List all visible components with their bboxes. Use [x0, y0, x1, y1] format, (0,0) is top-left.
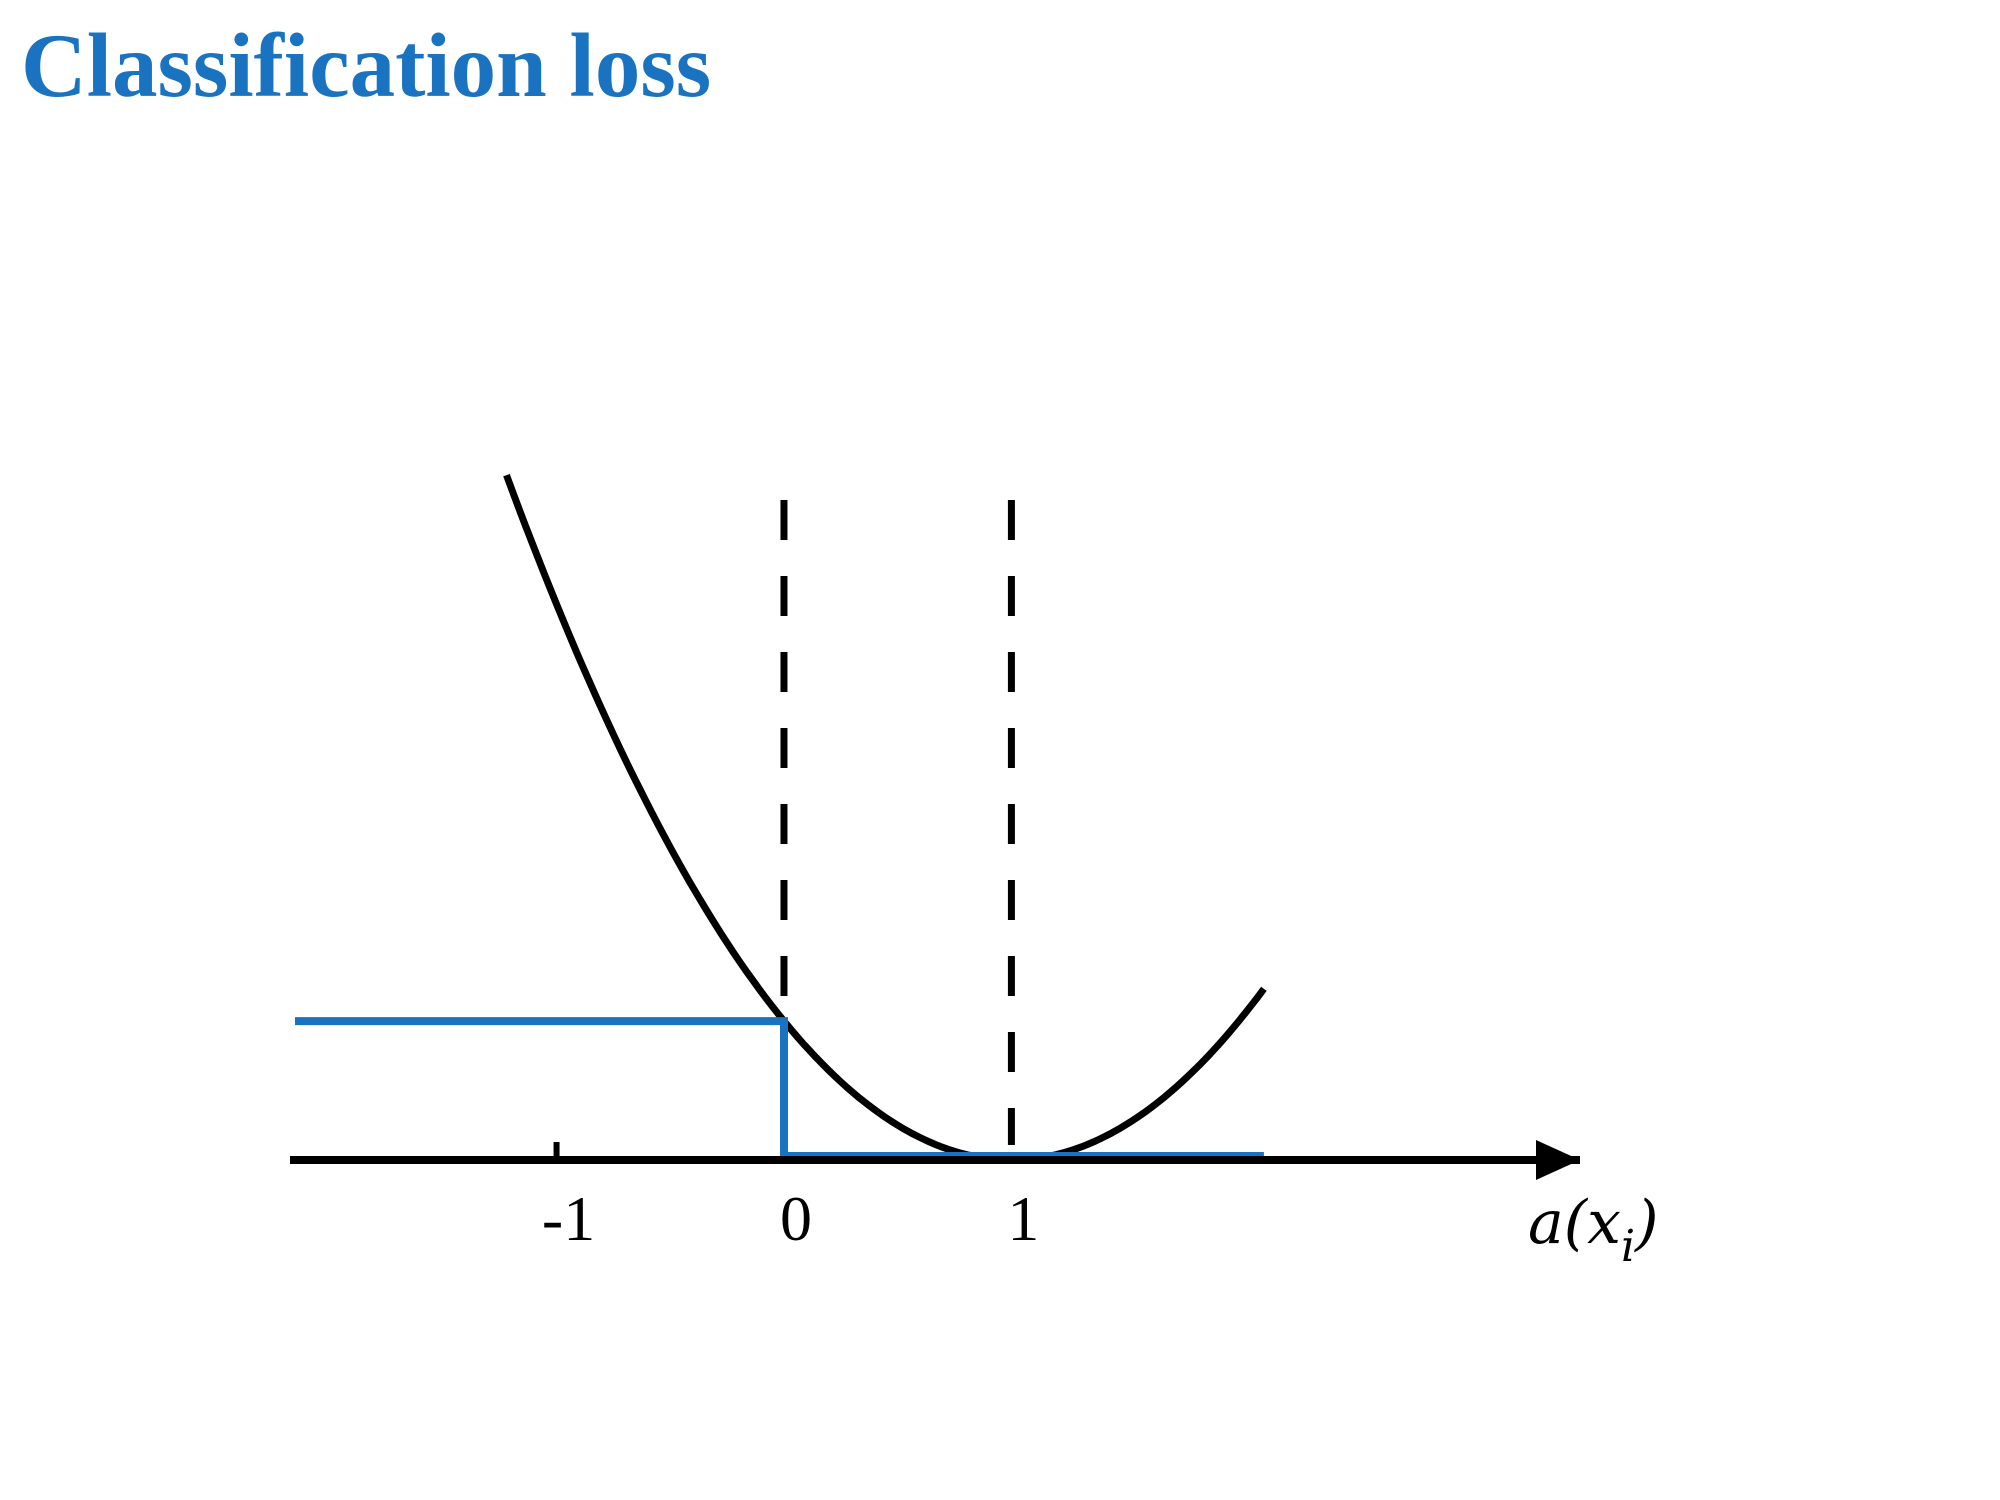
x-tick-label: 1 — [1007, 1183, 1039, 1254]
x-tick-label: -1 — [542, 1183, 595, 1254]
quadratic-loss-curve — [503, 473, 1267, 1164]
x-tick-label: 0 — [780, 1183, 812, 1254]
chart-plot-area: -1 0 1 a(xi) — [290, 473, 1659, 1272]
slide-title: Classification loss — [21, 15, 712, 116]
zero-one-loss-step — [295, 1017, 1264, 1160]
x-axis-label: a(xi) — [1528, 1188, 1659, 1272]
x-axis-arrowhead — [1536, 1140, 1580, 1180]
